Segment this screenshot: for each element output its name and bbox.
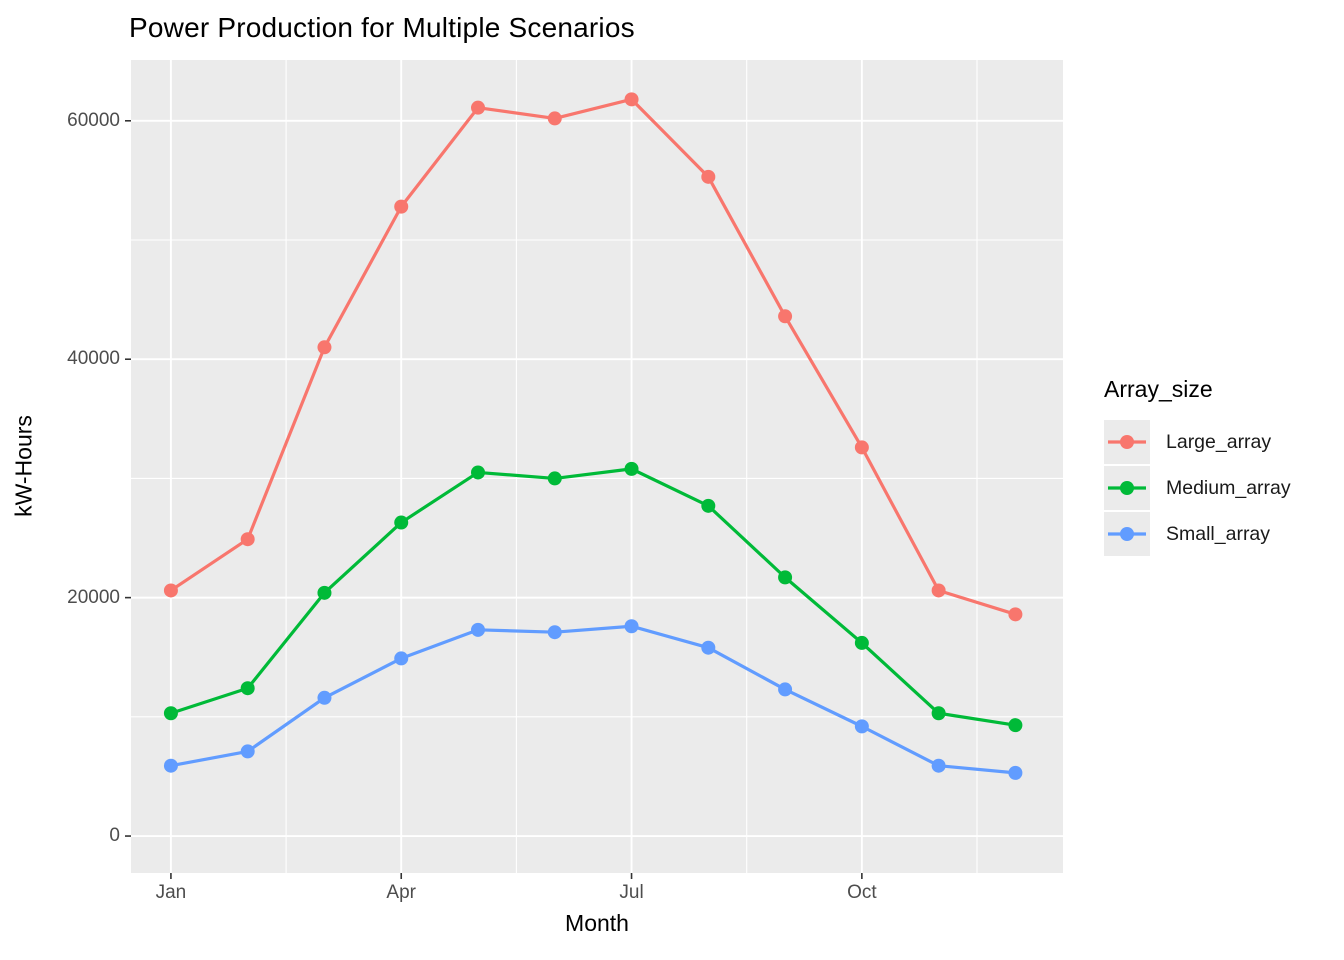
data-point-medium_array: [317, 585, 332, 600]
data-point-medium_array: [394, 515, 409, 530]
data-point-small_array: [931, 758, 946, 773]
data-point-large_array: [471, 100, 486, 115]
data-point-small_array: [701, 640, 716, 655]
data-point-large_array: [317, 340, 332, 355]
data-point-medium_array: [778, 570, 793, 585]
y-tick-label: 20000: [67, 586, 120, 608]
series-line-small_array: [169, 624, 1018, 775]
y-tick-label: 60000: [67, 109, 120, 131]
legend-label: Small_array: [1166, 522, 1271, 545]
legend-key-icon: [1104, 466, 1150, 510]
data-point-small_array: [547, 625, 562, 640]
data-point-medium_array: [931, 706, 946, 721]
data-point-large_array: [394, 199, 409, 214]
data-point-small_array: [471, 622, 486, 637]
legend-entry: Small_array: [1104, 512, 1291, 556]
x-tick-label: Jul: [619, 882, 644, 903]
data-point-small_array: [854, 719, 869, 734]
panel-background: [131, 60, 1063, 873]
data-point-large_array: [778, 309, 793, 324]
data-point-medium_array: [547, 471, 562, 486]
data-point-small_array: [317, 690, 332, 705]
data-point-large_array: [163, 583, 178, 598]
y-tick-label: 0: [109, 825, 120, 847]
data-point-medium_array: [163, 706, 178, 721]
data-point-medium_array: [854, 635, 869, 650]
data-point-small_array: [1008, 765, 1023, 780]
legend-label: Large_array: [1166, 430, 1272, 453]
data-point-small_array: [163, 758, 178, 773]
legend-entry: Medium_array: [1104, 466, 1291, 510]
data-point-medium_array: [1008, 718, 1023, 733]
data-point-large_array: [624, 92, 639, 107]
data-point-large_array: [1008, 607, 1023, 622]
legend-title: Array_size: [1104, 376, 1213, 402]
legend-label: Medium_array: [1166, 476, 1291, 499]
x-tick-label: Jan: [155, 882, 187, 903]
data-point-large_array: [854, 440, 869, 455]
data-point-small_array: [394, 651, 409, 666]
legend-key-icon: [1104, 512, 1150, 556]
data-point-large_array: [931, 583, 946, 598]
data-point-large_array: [547, 111, 562, 126]
y-tick-label: 40000: [67, 348, 120, 370]
series-line-medium_array: [169, 467, 1018, 727]
legend-entries: Large_array Medium_array Small_array: [1104, 420, 1291, 556]
legend-key-icon: [1104, 420, 1150, 464]
data-point-large_array: [701, 169, 716, 184]
data-point-small_array: [778, 682, 793, 697]
legend-entry: Large_array: [1104, 420, 1291, 464]
x-tick-label: Oct: [847, 882, 877, 903]
data-point-small_array: [240, 744, 255, 759]
legend: Array_size Large_array Medium_array Small_…: [1104, 376, 1291, 558]
data-point-small_array: [624, 619, 639, 634]
data-point-large_array: [240, 532, 255, 547]
series-line-large_array: [169, 97, 1018, 616]
data-point-medium_array: [240, 681, 255, 696]
x-tick-label: Apr: [386, 882, 416, 903]
data-point-medium_array: [701, 498, 716, 513]
data-point-medium_array: [624, 461, 639, 476]
x-axis-title: Month: [565, 910, 629, 936]
chart-title: Power Production for Multiple Scenarios: [129, 12, 635, 43]
y-axis-title: kW-Hours: [10, 415, 37, 517]
data-point-medium_array: [471, 465, 486, 480]
